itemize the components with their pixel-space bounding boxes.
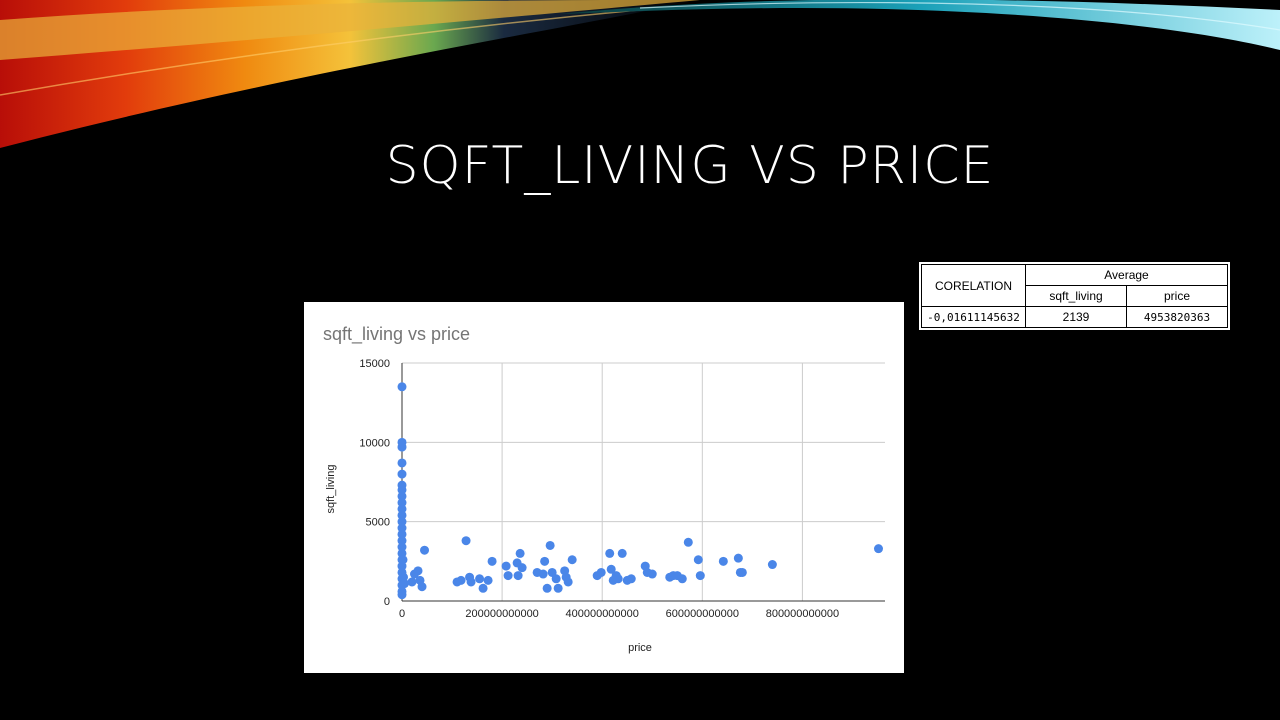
- data-point: [626, 574, 636, 584]
- data-point: [545, 540, 555, 550]
- decorative-swoosh-banner: [0, 0, 1280, 148]
- data-point: [873, 544, 883, 554]
- value-avg-sqft-living: 2139: [1025, 306, 1127, 328]
- data-point: [478, 583, 488, 593]
- y-tick-label: 15000: [359, 358, 390, 370]
- header-average: Average: [1025, 264, 1228, 286]
- scatter-chart: sqft_living vs price price sqft_living 0…: [323, 324, 885, 654]
- x-tick-label: 0: [399, 608, 405, 620]
- data-point: [475, 574, 485, 584]
- x-axis-label: price: [628, 642, 652, 654]
- data-point: [397, 485, 407, 495]
- data-point: [677, 574, 687, 584]
- data-point: [515, 548, 525, 558]
- header-sqft-living: sqft_living: [1025, 285, 1127, 307]
- data-point: [397, 517, 407, 527]
- data-point: [397, 504, 407, 514]
- data-point: [397, 442, 407, 452]
- data-point: [398, 555, 408, 565]
- data-point: [456, 575, 466, 585]
- data-point: [466, 577, 476, 587]
- data-point: [397, 382, 407, 392]
- data-point: [567, 555, 577, 565]
- data-point: [513, 571, 523, 581]
- data-point: [647, 569, 657, 579]
- data-point: [397, 523, 407, 533]
- data-point: [487, 556, 497, 566]
- data-point: [553, 583, 563, 593]
- data-point: [407, 577, 417, 587]
- chart-card: sqft_living vs price price sqft_living 0…: [304, 302, 904, 673]
- data-point: [503, 571, 513, 581]
- data-point: [413, 566, 423, 576]
- chart-title: sqft_living vs price: [323, 324, 470, 345]
- data-point: [397, 536, 407, 546]
- header-price: price: [1126, 285, 1228, 307]
- data-point: [695, 571, 705, 581]
- data-point: [683, 537, 693, 547]
- header-corelation: CORELATION: [921, 264, 1026, 307]
- y-tick-label: 10000: [359, 437, 390, 449]
- x-tick-label: 400000000000: [565, 608, 638, 620]
- data-point: [397, 590, 407, 600]
- data-point: [397, 491, 407, 501]
- y-tick-label: 5000: [366, 517, 390, 529]
- data-point: [605, 548, 615, 558]
- data-point: [420, 545, 430, 555]
- x-tick-label: 600000000000: [666, 608, 739, 620]
- y-axis-label: sqft_living: [325, 465, 337, 514]
- data-point: [538, 569, 548, 579]
- data-point: [397, 510, 407, 520]
- data-point: [613, 574, 623, 584]
- value-avg-price: 4953820363: [1126, 306, 1228, 328]
- data-point: [540, 556, 550, 566]
- x-tick-label: 800000000000: [766, 608, 839, 620]
- slide-title: SQFT_LIVING VS PRICE: [385, 136, 995, 196]
- data-point: [517, 563, 527, 573]
- data-point: [718, 556, 728, 566]
- data-point: [606, 564, 616, 574]
- data-point: [397, 498, 407, 508]
- data-point: [737, 567, 747, 577]
- data-point: [693, 555, 703, 565]
- data-point: [551, 574, 561, 584]
- value-correlation: -0,01611145632: [921, 306, 1026, 328]
- data-point: [767, 560, 777, 570]
- x-tick-label: 200000000000: [465, 608, 538, 620]
- data-point: [400, 579, 410, 589]
- y-tick-label: 0: [384, 596, 390, 608]
- data-point: [501, 561, 511, 571]
- data-point: [397, 529, 407, 539]
- data-point: [563, 577, 573, 587]
- data-point: [397, 469, 407, 479]
- data-point: [397, 458, 407, 468]
- data-point: [542, 583, 552, 593]
- data-point: [596, 567, 606, 577]
- data-point: [483, 575, 493, 585]
- data-point: [733, 553, 743, 563]
- correlation-average-table: CORELATION Average sqft_living price -0,…: [919, 262, 1230, 330]
- data-point: [417, 582, 427, 592]
- data-point: [617, 548, 627, 558]
- data-point: [397, 542, 407, 552]
- data-point: [461, 536, 471, 546]
